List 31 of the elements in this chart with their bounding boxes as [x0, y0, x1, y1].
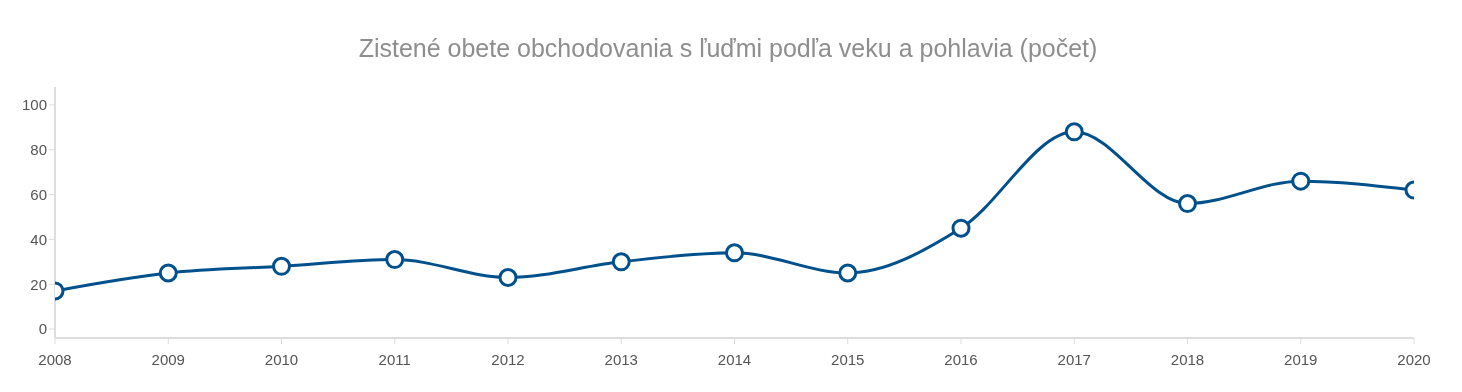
- y-tick-label: 20: [30, 275, 47, 293]
- y-tick-label: 80: [30, 141, 47, 159]
- y-tick-label: 60: [30, 185, 47, 203]
- x-tick-label: 2010: [264, 350, 299, 368]
- point: [385, 250, 405, 270]
- x-tick-label: 2015: [831, 350, 865, 368]
- chart-title: Zistené obete obchodovania s ľuďmi podľa veku a pohlavia (počet): [357, 33, 1099, 62]
- y-tick-label: 0: [38, 320, 47, 338]
- x-tick-label: 2017: [1057, 350, 1091, 368]
- x-tick-label: 2014: [717, 350, 752, 368]
- point: [272, 256, 291, 276]
- x-tick-label: 2008: [38, 350, 72, 368]
- point: [1291, 171, 1311, 191]
- x-tick-label: 2013: [604, 350, 638, 368]
- x-tick-label: 2020: [1397, 350, 1431, 368]
- x-tick-label: 2011: [378, 350, 411, 368]
- point: [498, 267, 518, 287]
- y-tick-label: 100: [21, 96, 47, 114]
- x-tick-label: 2018: [1170, 350, 1205, 368]
- point: [725, 243, 744, 263]
- point: [1178, 194, 1197, 214]
- point: [1064, 122, 1084, 142]
- point: [611, 252, 631, 272]
- x-tick-label: 2012: [491, 350, 525, 368]
- x-tick-label: 2016: [944, 350, 978, 368]
- x-tick-label: 2019: [1284, 350, 1318, 368]
- y-tick-label: 40: [30, 230, 47, 248]
- point: [158, 263, 178, 283]
- point: [838, 263, 858, 283]
- point: [951, 218, 971, 238]
- x-tick-label: 2009: [151, 350, 185, 368]
